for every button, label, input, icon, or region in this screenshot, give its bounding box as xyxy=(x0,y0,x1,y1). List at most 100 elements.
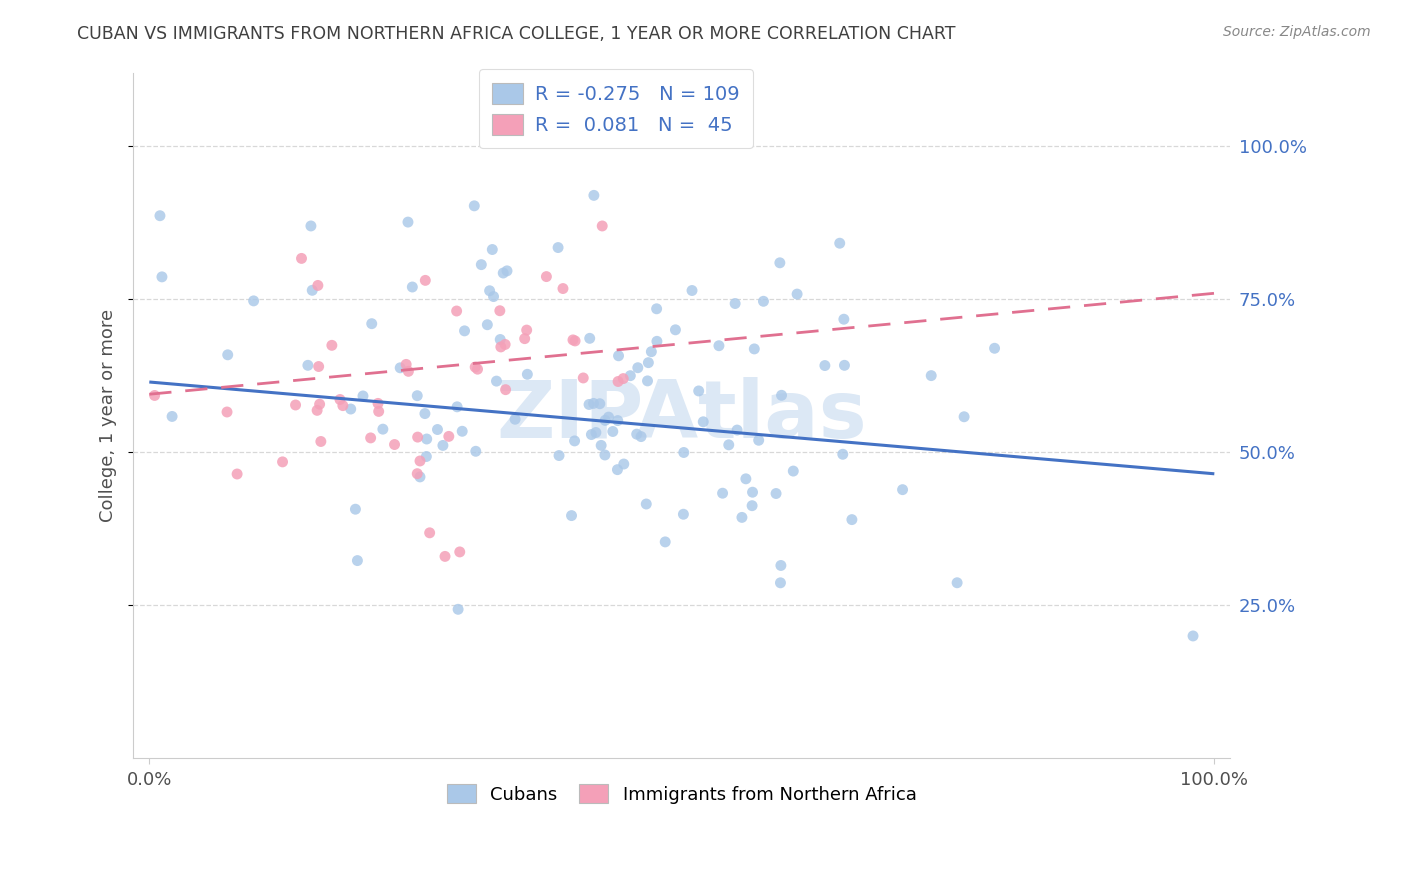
Point xyxy=(891,483,914,497)
Point xyxy=(494,337,516,351)
Point xyxy=(346,553,368,567)
Point xyxy=(396,215,419,229)
Point xyxy=(488,303,510,318)
Point xyxy=(1182,629,1205,643)
Point xyxy=(748,434,770,448)
Point xyxy=(946,575,969,590)
Point xyxy=(432,438,454,452)
Point xyxy=(828,236,851,251)
Point xyxy=(626,427,648,442)
Point xyxy=(630,429,652,443)
Point xyxy=(920,368,942,383)
Point xyxy=(731,510,754,524)
Point xyxy=(692,415,714,429)
Point xyxy=(581,427,603,442)
Point xyxy=(149,209,172,223)
Point xyxy=(664,323,686,337)
Point xyxy=(437,429,460,443)
Point xyxy=(769,558,792,573)
Point xyxy=(464,444,486,458)
Point xyxy=(717,438,740,452)
Point xyxy=(307,278,329,293)
Point xyxy=(591,219,613,233)
Y-axis label: College, 1 year or more: College, 1 year or more xyxy=(100,310,117,522)
Point xyxy=(284,398,307,412)
Point xyxy=(516,323,538,337)
Point xyxy=(640,344,662,359)
Point xyxy=(612,371,634,385)
Point xyxy=(547,241,569,255)
Point xyxy=(734,472,756,486)
Point xyxy=(645,334,668,349)
Point xyxy=(627,360,650,375)
Point xyxy=(297,359,319,373)
Point xyxy=(464,360,486,375)
Point xyxy=(301,283,323,297)
Point xyxy=(593,448,616,462)
Point xyxy=(637,374,659,388)
Point xyxy=(449,545,471,559)
Point xyxy=(413,407,436,421)
Point xyxy=(765,486,787,500)
Point xyxy=(308,397,330,411)
Point xyxy=(143,388,166,402)
Point xyxy=(226,467,249,481)
Point xyxy=(495,383,517,397)
Point xyxy=(446,304,468,318)
Point xyxy=(582,396,605,410)
Point xyxy=(741,499,763,513)
Point xyxy=(548,449,571,463)
Point xyxy=(406,430,429,444)
Point xyxy=(409,454,432,468)
Point xyxy=(271,455,294,469)
Point xyxy=(406,467,429,481)
Point xyxy=(572,371,595,385)
Point xyxy=(607,349,630,363)
Point xyxy=(654,535,676,549)
Point xyxy=(308,359,330,374)
Point xyxy=(513,332,536,346)
Point xyxy=(367,396,389,410)
Point xyxy=(160,409,183,424)
Point xyxy=(415,450,437,464)
Point xyxy=(413,273,436,287)
Point xyxy=(593,413,616,427)
Point xyxy=(832,312,855,326)
Point xyxy=(215,405,238,419)
Point xyxy=(360,431,382,445)
Point xyxy=(150,269,173,284)
Point xyxy=(606,413,628,427)
Point xyxy=(352,389,374,403)
Point xyxy=(367,404,389,418)
Point xyxy=(564,334,586,348)
Point xyxy=(478,284,501,298)
Point xyxy=(434,549,457,564)
Point xyxy=(290,252,312,266)
Point xyxy=(307,403,329,417)
Point xyxy=(453,324,475,338)
Point xyxy=(602,425,624,439)
Point xyxy=(371,422,394,436)
Point xyxy=(637,356,659,370)
Point xyxy=(551,281,574,295)
Point xyxy=(711,486,734,500)
Point xyxy=(360,317,382,331)
Point xyxy=(536,269,558,284)
Point xyxy=(672,508,695,522)
Point xyxy=(329,392,352,407)
Point xyxy=(613,457,636,471)
Point xyxy=(321,338,343,352)
Point xyxy=(384,437,406,451)
Point xyxy=(724,296,747,310)
Point xyxy=(299,219,322,233)
Point xyxy=(309,434,332,449)
Legend: Cubans, Immigrants from Northern Africa: Cubans, Immigrants from Northern Africa xyxy=(436,772,928,814)
Point xyxy=(463,199,485,213)
Text: ZIPAtlas: ZIPAtlas xyxy=(496,376,868,455)
Point xyxy=(447,602,470,616)
Point xyxy=(217,348,239,362)
Point xyxy=(834,359,856,373)
Point xyxy=(841,513,863,527)
Point xyxy=(707,339,730,353)
Point xyxy=(492,266,515,280)
